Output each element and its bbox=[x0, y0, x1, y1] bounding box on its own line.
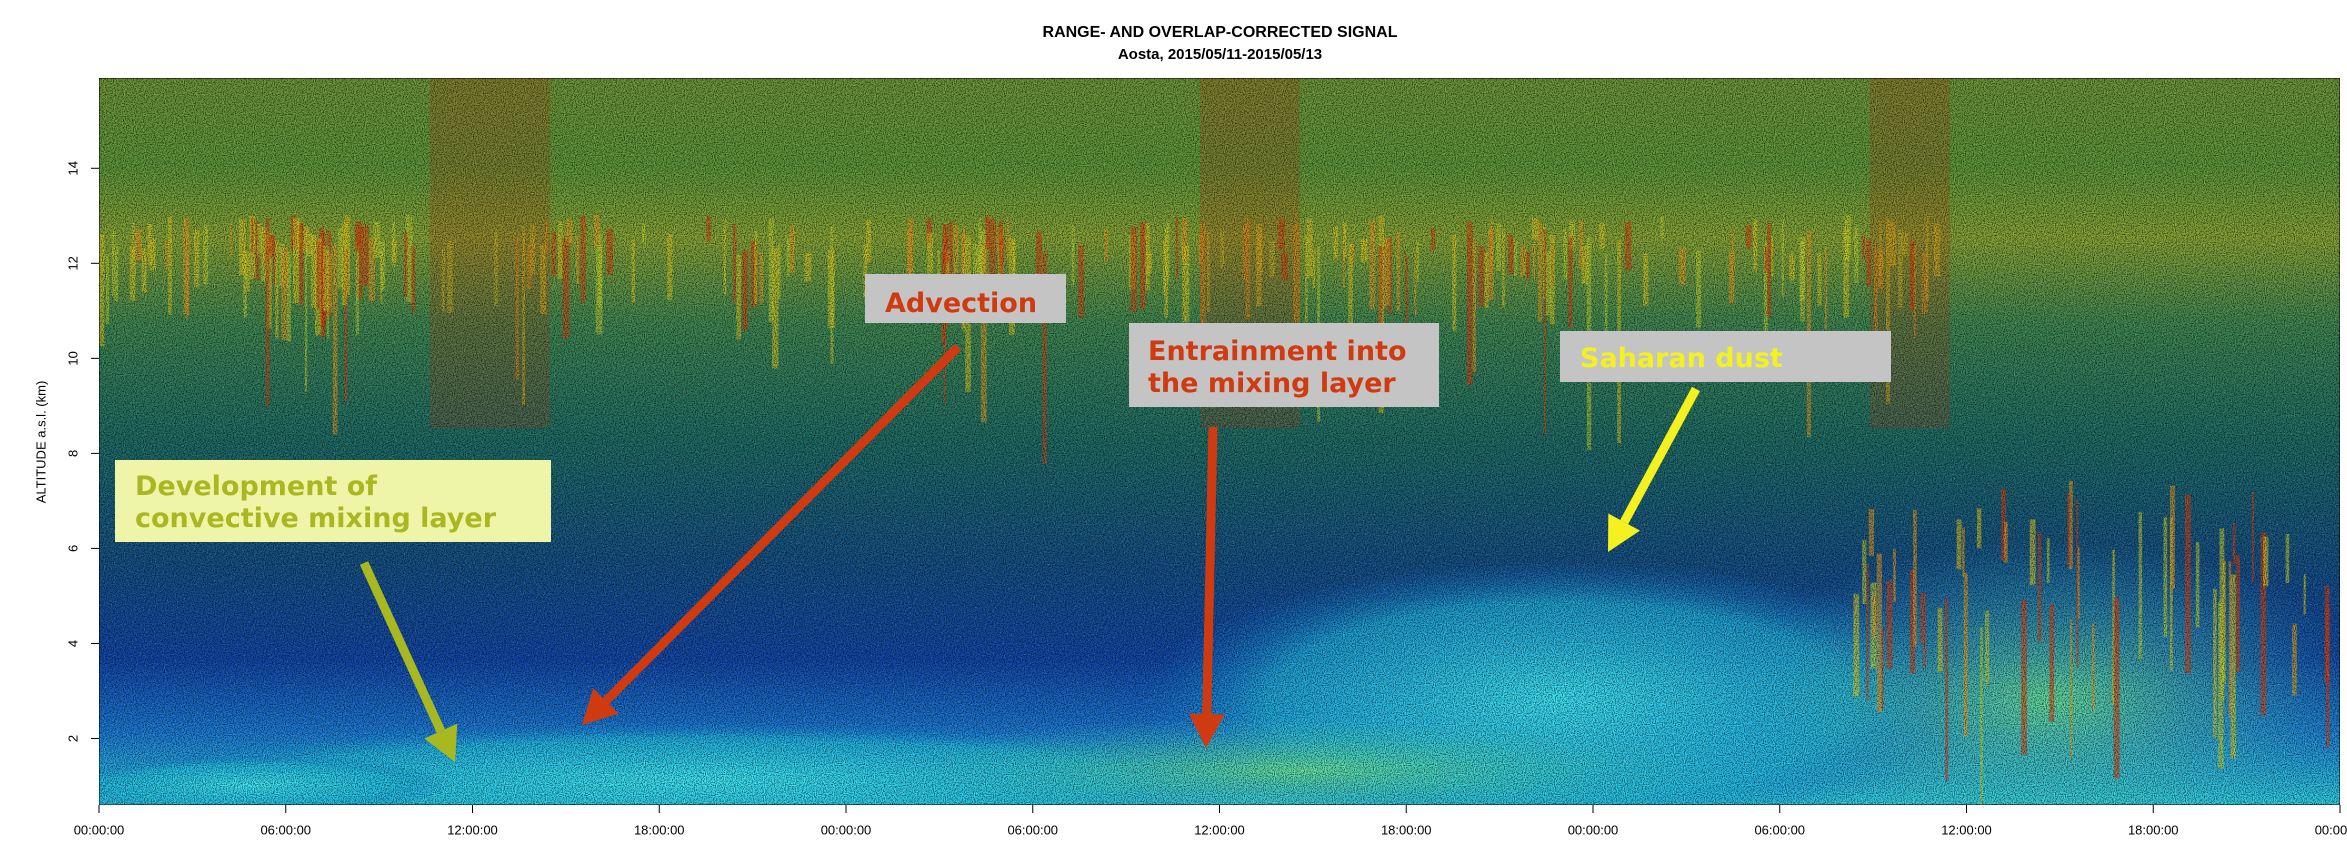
x-tick-label: 00:00:00 bbox=[1568, 822, 1619, 837]
annotation-text: Saharan dust bbox=[1580, 343, 1783, 374]
x-tick-label: 06:00:00 bbox=[1007, 822, 1058, 837]
annotation-text: the mixing layer bbox=[1148, 368, 1396, 399]
x-tick-label: 00:00:00 bbox=[821, 822, 872, 837]
x-tick-label: 18:00:00 bbox=[2128, 822, 2179, 837]
y-axis-label: ALTITUDE a.s.l. (km) bbox=[33, 381, 48, 504]
page: {"chart_data": { "type": "heatmap", "tit… bbox=[0, 0, 2347, 856]
annotation-text: convective mixing layer bbox=[135, 503, 497, 534]
x-tick-label: 18:00:00 bbox=[634, 822, 685, 837]
y-tick-label: 14 bbox=[65, 161, 80, 175]
chart-title: RANGE- AND OVERLAP-CORRECTED SIGNAL bbox=[1043, 24, 1398, 41]
annotation-text: Advection bbox=[885, 288, 1037, 319]
x-tick-label: 06:00:00 bbox=[1754, 822, 1805, 837]
y-tick-label: 4 bbox=[65, 640, 80, 647]
x-tick-label: 12:00:00 bbox=[447, 822, 498, 837]
y-tick-label: 10 bbox=[65, 351, 80, 365]
x-tick-label: 12:00:00 bbox=[1194, 822, 1245, 837]
annotation-text: Entrainment into bbox=[1148, 336, 1407, 367]
chart-subtitle: Aosta, 2015/05/11-2015/05/13 bbox=[1118, 46, 1322, 63]
y-tick-label: 2 bbox=[65, 735, 80, 742]
y-tick-label: 8 bbox=[65, 450, 80, 457]
y-tick-label: 6 bbox=[65, 545, 80, 552]
y-tick-label: 12 bbox=[65, 256, 80, 270]
chart: RANGE- AND OVERLAP-CORRECTED SIGNAL Aost… bbox=[0, 0, 2347, 856]
x-tick-label: 00:00:00 bbox=[74, 822, 125, 837]
x-tick-label: 00:00:00 bbox=[2315, 822, 2347, 837]
x-tick-label: 12:00:00 bbox=[1941, 822, 1992, 837]
annotation-text: Development of bbox=[135, 471, 377, 502]
annotation-arrow bbox=[1207, 427, 1213, 714]
x-tick-label: 18:00:00 bbox=[1381, 822, 1432, 837]
x-tick-label: 06:00:00 bbox=[260, 822, 311, 837]
